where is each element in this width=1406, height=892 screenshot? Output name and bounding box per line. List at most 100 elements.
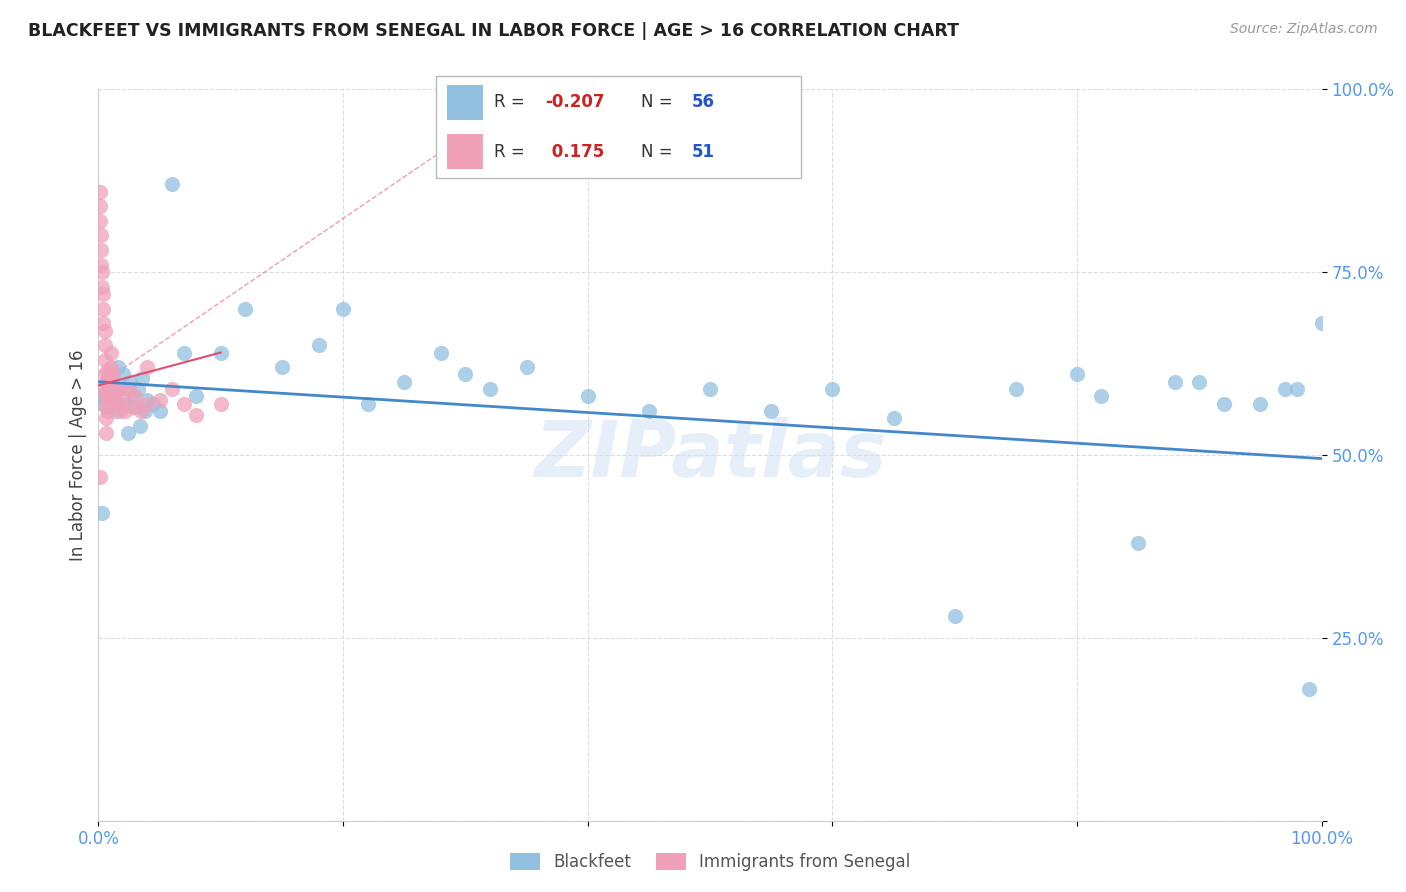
Point: [114, 404, 136, 418]
Point: [1066, 368, 1088, 382]
Point: [233, 301, 256, 316]
Point: [104, 393, 127, 408]
Point: [121, 389, 143, 403]
Point: [1249, 397, 1271, 411]
Point: [90, 389, 112, 403]
Point: [89, 214, 111, 228]
Point: [134, 404, 156, 418]
Point: [576, 389, 599, 403]
Point: [100, 368, 122, 382]
Point: [209, 345, 232, 359]
Point: [94, 389, 117, 403]
Point: [761, 404, 783, 418]
Point: [1286, 382, 1309, 396]
Point: [943, 608, 966, 623]
Point: [110, 404, 132, 418]
Point: [392, 375, 416, 389]
Point: [91, 301, 114, 316]
Legend: Blackfeet, Immigrants from Senegal: Blackfeet, Immigrants from Senegal: [503, 847, 917, 878]
Point: [131, 371, 153, 385]
Point: [91, 507, 114, 521]
Point: [1310, 316, 1333, 330]
Point: [209, 397, 232, 411]
FancyBboxPatch shape: [447, 135, 484, 169]
Point: [136, 360, 159, 375]
Point: [1004, 382, 1026, 396]
Point: [110, 382, 132, 396]
Point: [1164, 375, 1187, 389]
Point: [160, 178, 183, 192]
Point: [118, 382, 141, 396]
Point: [515, 360, 537, 375]
Point: [96, 364, 118, 378]
Point: [105, 382, 128, 396]
Text: N =: N =: [641, 143, 672, 161]
Point: [478, 382, 501, 396]
Point: [1212, 397, 1234, 411]
Point: [1188, 375, 1211, 389]
Point: [89, 199, 111, 213]
Point: [332, 301, 354, 316]
Point: [173, 397, 195, 411]
Point: [90, 258, 112, 272]
FancyBboxPatch shape: [447, 85, 484, 120]
Point: [107, 397, 129, 411]
Point: [883, 411, 905, 425]
FancyBboxPatch shape: [436, 76, 801, 178]
Text: R =: R =: [495, 94, 524, 112]
Point: [136, 397, 159, 411]
Point: [430, 345, 453, 359]
Point: [186, 389, 208, 403]
Point: [97, 389, 120, 403]
Point: [100, 360, 122, 375]
Point: [94, 411, 117, 425]
Text: -0.207: -0.207: [546, 94, 605, 112]
Text: N =: N =: [641, 94, 672, 112]
Point: [91, 287, 114, 301]
Point: [1274, 382, 1296, 396]
Point: [356, 397, 378, 411]
Point: [142, 397, 165, 411]
Text: ZIPatlas: ZIPatlas: [534, 417, 886, 493]
Point: [96, 389, 118, 403]
Point: [1298, 681, 1320, 696]
Point: [94, 375, 117, 389]
Point: [111, 389, 134, 403]
Text: BLACKFEET VS IMMIGRANTS FROM SENEGAL IN LABOR FORCE | AGE > 16 CORRELATION CHART: BLACKFEET VS IMMIGRANTS FROM SENEGAL IN …: [28, 22, 959, 40]
Point: [308, 338, 330, 352]
Point: [93, 324, 115, 338]
Point: [101, 368, 124, 382]
Point: [821, 382, 844, 396]
Point: [93, 382, 115, 396]
Point: [124, 401, 146, 415]
Point: [1128, 535, 1150, 549]
Point: [114, 397, 136, 411]
Text: 0.175: 0.175: [546, 143, 603, 161]
Point: [149, 393, 172, 408]
Point: [637, 404, 661, 418]
Point: [93, 338, 115, 352]
Point: [97, 404, 120, 418]
Text: 56: 56: [692, 94, 714, 112]
Point: [101, 375, 124, 389]
Point: [98, 368, 121, 382]
Point: [186, 408, 208, 422]
Point: [129, 404, 152, 418]
Point: [127, 382, 149, 396]
Point: [96, 375, 118, 389]
Point: [160, 382, 183, 396]
Point: [270, 360, 294, 375]
Point: [89, 185, 111, 199]
Point: [89, 470, 111, 484]
Point: [149, 404, 172, 418]
Point: [90, 243, 112, 257]
Point: [103, 382, 125, 396]
Point: [454, 368, 477, 382]
Point: [91, 265, 114, 279]
Point: [107, 360, 129, 375]
Point: [124, 389, 146, 403]
Text: R =: R =: [495, 143, 524, 161]
Point: [101, 389, 124, 403]
Point: [121, 401, 143, 415]
Point: [129, 418, 152, 433]
